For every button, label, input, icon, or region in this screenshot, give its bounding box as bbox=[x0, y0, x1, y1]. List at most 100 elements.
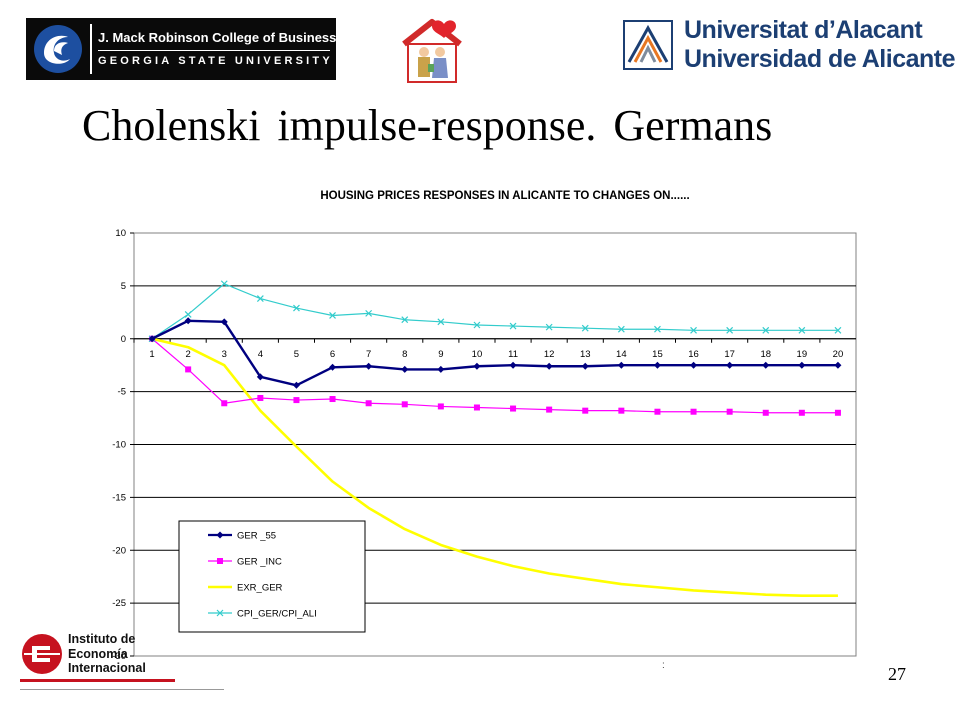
y-tick-label: -10 bbox=[112, 440, 126, 451]
point bbox=[437, 318, 445, 326]
iei-name: Instituto de Economía Internacional bbox=[68, 632, 146, 676]
point bbox=[762, 361, 770, 369]
x-axis-ticks: 1 2 3 4 5 6 7 8 9 10 11 12 13 14 15 16 17 18 19 20 bbox=[133, 338, 856, 360]
point bbox=[762, 326, 770, 334]
y-tick-label: -5 bbox=[118, 387, 126, 398]
series-line bbox=[151, 337, 838, 598]
gsu-logo: J. Mack Robinson College of Business GEO… bbox=[26, 18, 336, 80]
point bbox=[148, 335, 156, 343]
x-tick-label: 15 bbox=[652, 349, 663, 360]
iei-line-2: Economía bbox=[68, 646, 128, 661]
series-ger-55 bbox=[148, 317, 842, 389]
point bbox=[509, 361, 517, 369]
point bbox=[654, 408, 661, 415]
gsu-separator bbox=[90, 24, 92, 74]
point bbox=[217, 558, 223, 564]
point bbox=[762, 409, 769, 416]
series-line bbox=[151, 319, 838, 387]
point bbox=[510, 405, 517, 412]
point bbox=[617, 325, 625, 333]
point bbox=[690, 408, 697, 415]
x-tick-label: 2 bbox=[186, 349, 191, 360]
house-couple-clipart-icon bbox=[402, 19, 462, 83]
legend: GER _55 GER _INC EXR_GER CPI_GER/CPI_ALI bbox=[178, 520, 366, 633]
point bbox=[834, 326, 842, 334]
legend-label: CPI_GER/CPI_ALI bbox=[237, 609, 317, 620]
gsu-university-name: GEORGIA STATE UNIVERSITY bbox=[98, 55, 333, 67]
point bbox=[221, 400, 228, 407]
stray-mark: : bbox=[662, 660, 665, 671]
point bbox=[690, 326, 697, 334]
gsu-flame-icon bbox=[34, 25, 82, 73]
x-tick-label: 4 bbox=[258, 349, 263, 360]
point bbox=[365, 362, 373, 370]
y-tick-label: 5 bbox=[121, 281, 126, 292]
legend-label: GER _INC bbox=[237, 557, 282, 568]
point bbox=[220, 280, 228, 288]
point bbox=[473, 404, 480, 411]
series-layer bbox=[148, 280, 842, 598]
x-tick-label: 3 bbox=[222, 349, 227, 360]
point bbox=[834, 361, 842, 369]
point bbox=[690, 361, 698, 369]
y-tick-label: -20 bbox=[112, 545, 126, 556]
iei-line-1: Instituto de bbox=[68, 632, 136, 646]
ua-name-valencian: Universitat d’Alacant bbox=[684, 16, 923, 44]
y-tick-label: 0 bbox=[121, 334, 126, 345]
page-title: Cholenski impulse-response. Germans bbox=[82, 101, 773, 150]
y-tick-label: -30 bbox=[112, 651, 126, 662]
x-tick-label: 12 bbox=[544, 349, 555, 360]
point bbox=[329, 312, 336, 319]
x-tick-label: 6 bbox=[330, 349, 335, 360]
legend-label: GER _55 bbox=[237, 531, 276, 542]
point bbox=[220, 318, 228, 326]
point bbox=[437, 403, 444, 410]
x-tick-label: 5 bbox=[294, 349, 299, 360]
iei-logo-icon bbox=[22, 634, 62, 674]
point bbox=[329, 363, 337, 371]
point bbox=[545, 323, 553, 331]
x-tick-label: 20 bbox=[833, 349, 844, 360]
point bbox=[473, 321, 481, 329]
x-tick-label: 16 bbox=[688, 349, 699, 360]
point bbox=[654, 325, 661, 333]
point bbox=[582, 407, 589, 414]
point bbox=[216, 609, 224, 617]
y-tick-label: 10 bbox=[115, 228, 126, 239]
x-tick-label: 7 bbox=[366, 349, 371, 360]
iei-line-3: Internacional bbox=[68, 661, 146, 675]
x-tick-label: 9 bbox=[438, 349, 443, 360]
y-tick-label: -15 bbox=[112, 492, 126, 503]
point bbox=[618, 407, 625, 414]
series-line bbox=[151, 283, 838, 340]
point bbox=[509, 322, 517, 330]
point bbox=[726, 361, 734, 369]
legend-label: EXR_GER bbox=[237, 583, 283, 594]
series-exr-ger bbox=[151, 337, 838, 598]
x-tick-label: 8 bbox=[402, 349, 407, 360]
point bbox=[546, 406, 553, 413]
x-tick-label: 14 bbox=[616, 349, 627, 360]
point bbox=[437, 365, 445, 373]
x-tick-label: 11 bbox=[508, 349, 518, 360]
x-tick-label: 18 bbox=[760, 349, 771, 360]
point bbox=[185, 366, 192, 373]
y-tick-label: -25 bbox=[112, 598, 126, 609]
iei-red-rule bbox=[20, 679, 175, 682]
point bbox=[329, 396, 336, 403]
series-cpi-ger-cpi-ali bbox=[148, 280, 842, 343]
point bbox=[726, 408, 733, 415]
gsu-college-name: J. Mack Robinson College of Business bbox=[98, 30, 337, 45]
point bbox=[401, 365, 409, 373]
x-tick-label: 19 bbox=[797, 349, 808, 360]
gsu-rule bbox=[98, 50, 330, 51]
point bbox=[834, 409, 841, 416]
impulse-response-chart: HOUSING PRICES RESPONSES IN ALICANTE TO … bbox=[112, 190, 857, 662]
point bbox=[545, 362, 553, 370]
point bbox=[617, 361, 625, 369]
x-tick-label: 13 bbox=[580, 349, 591, 360]
ua-emblem-icon bbox=[623, 20, 673, 70]
point bbox=[365, 309, 373, 317]
point bbox=[798, 326, 806, 334]
point bbox=[293, 304, 300, 312]
